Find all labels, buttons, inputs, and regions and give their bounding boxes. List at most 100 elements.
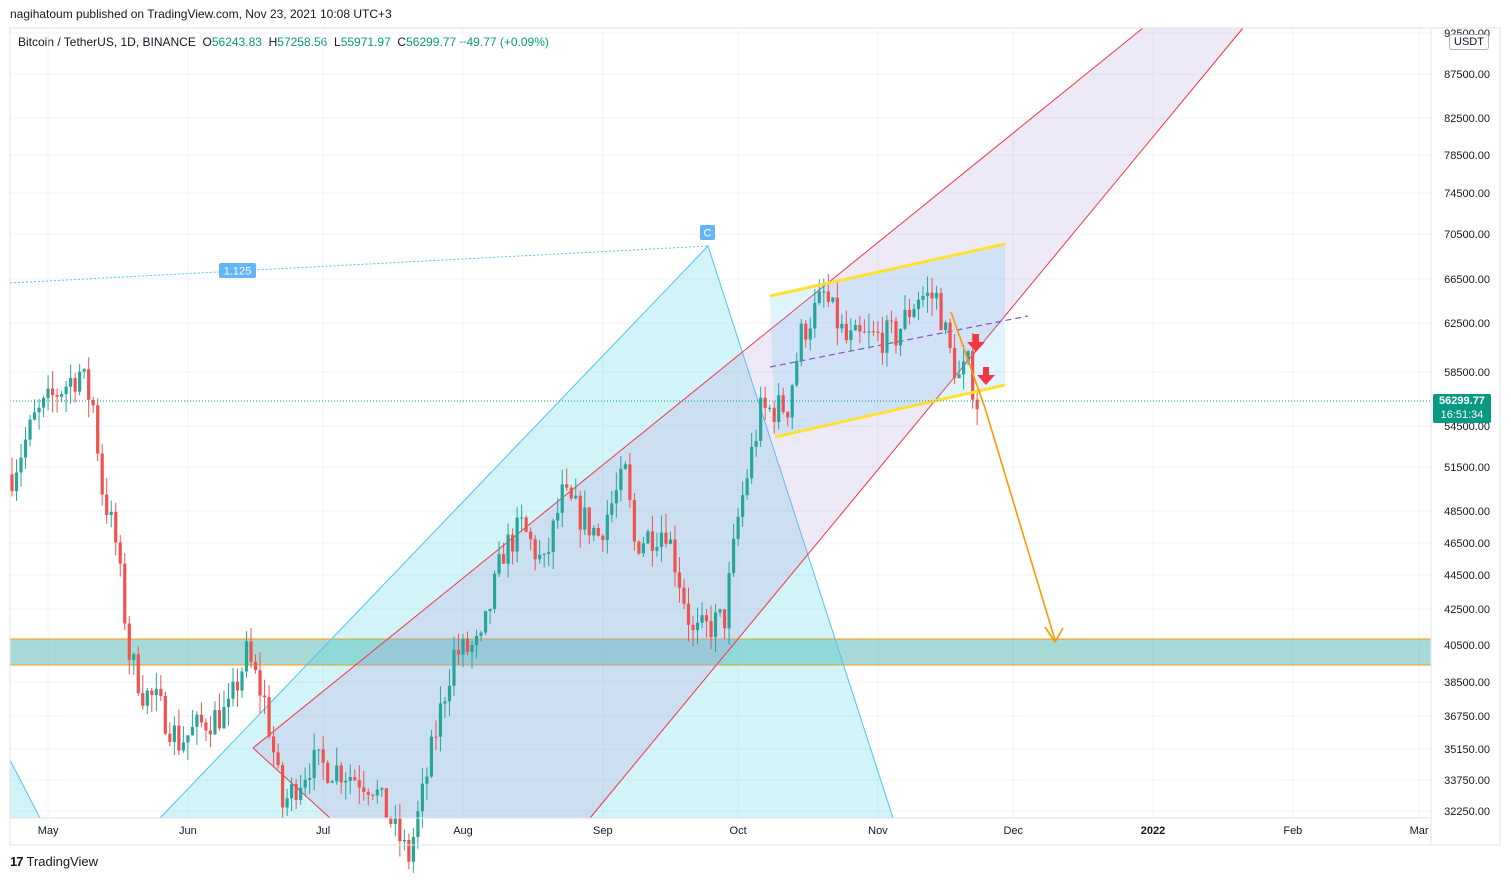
candle-body	[817, 291, 821, 303]
candle-body	[294, 784, 298, 800]
candle-body	[560, 484, 564, 513]
candle-body	[542, 553, 546, 555]
candle-body	[934, 292, 939, 299]
price-tick-label: 74500.00	[1444, 188, 1490, 200]
candle-body	[722, 609, 727, 629]
open-value: 56243.83	[211, 35, 262, 49]
change-value: +49.77 (+0.09%)	[459, 35, 549, 49]
fib-label: 1.125	[219, 263, 256, 278]
candle-body	[583, 507, 587, 530]
left-triangle-edge	[9, 759, 41, 819]
candle-body	[547, 552, 551, 554]
candle-body	[790, 385, 794, 418]
candle-body	[141, 693, 145, 706]
candle-body	[533, 539, 537, 560]
candle-body	[330, 781, 334, 783]
price-tick-label: 44500.00	[1444, 570, 1490, 582]
candle-body	[213, 710, 217, 735]
candle-body	[844, 323, 848, 341]
candle-body	[682, 587, 686, 604]
open-label: O	[202, 35, 212, 49]
time-tick-label: Aug	[453, 825, 473, 837]
candle-body	[754, 440, 758, 447]
candle-body	[204, 722, 208, 731]
price-tick-label: 87500.00	[1444, 69, 1490, 81]
candle-body	[835, 297, 839, 329]
candle-body	[389, 817, 393, 824]
candle-body	[799, 323, 803, 361]
price-tick-label: 54500.00	[1444, 421, 1490, 433]
candle-body	[23, 439, 28, 458]
candle-body	[244, 641, 249, 672]
candle-body	[650, 531, 655, 551]
candle-body	[479, 632, 483, 636]
candle-body	[903, 309, 907, 329]
price-tick-label: 70500.00	[1444, 229, 1490, 241]
footer[interactable]: 17 TradingView	[10, 854, 98, 869]
candle-body	[930, 292, 934, 299]
candle-body	[727, 573, 731, 629]
candle-body	[569, 487, 573, 499]
candle-body	[402, 839, 406, 842]
candle-body	[195, 714, 199, 727]
candle-body	[425, 776, 429, 784]
candle-body	[592, 527, 596, 536]
candle-body	[10, 474, 14, 492]
candle-body	[795, 360, 799, 386]
projection-line-2	[984, 407, 1056, 641]
time-axis[interactable]: May Jun Jul Aug Sep Oct Nov Dec 2022 Feb Mar	[38, 825, 1429, 837]
candle-body	[483, 611, 488, 633]
candle-body	[646, 531, 650, 544]
candle-body	[876, 331, 880, 333]
candle-body	[759, 397, 763, 441]
candle-body	[362, 787, 366, 792]
candle-body	[628, 464, 632, 501]
price-tick-label: 38500.00	[1444, 677, 1490, 689]
candle-body	[199, 714, 204, 723]
candle-body	[132, 654, 136, 660]
candle-body	[975, 399, 979, 410]
symbol-legend: Bitcoin / TetherUS, 1D, BINANCE O56243.8…	[18, 35, 549, 49]
fib-label-text: 1.125	[224, 266, 252, 278]
low-value: 55971.97	[340, 35, 391, 49]
candle-body	[285, 798, 289, 808]
high-value: 57258.56	[277, 35, 328, 49]
candle-body	[186, 735, 190, 743]
price-tick-label: 35150.00	[1444, 744, 1490, 756]
price-axis[interactable]: 92500.0087500.0082500.0078500.0074500.00…	[1444, 28, 1490, 818]
candle-body	[14, 472, 19, 492]
candle-body	[118, 542, 122, 564]
candle-body	[249, 641, 253, 662]
candle-body	[271, 736, 276, 753]
candle-body	[907, 309, 912, 318]
candle-body	[91, 399, 95, 406]
candle-body	[966, 351, 970, 362]
candle-body	[871, 331, 876, 333]
wave-c-label-text: C	[704, 228, 712, 240]
time-tick-label: Nov	[868, 825, 888, 837]
candle-body	[695, 622, 700, 631]
candle-body	[366, 791, 370, 795]
candle-body	[50, 388, 55, 395]
rising-channel	[253, 28, 1243, 818]
candle-body	[276, 752, 280, 766]
low-label: L	[334, 35, 341, 49]
price-tick-label: 32250.00	[1444, 806, 1490, 818]
candle-body	[912, 309, 916, 318]
candle-body	[474, 635, 479, 646]
currency-unit[interactable]: USDT	[1449, 34, 1489, 50]
candle-body	[623, 464, 627, 469]
candle-body	[19, 457, 23, 473]
price-tick-label: 40500.00	[1444, 640, 1490, 652]
time-tick-label: Sep	[593, 825, 613, 837]
candle-body	[655, 547, 659, 551]
candle-body	[443, 701, 447, 704]
price-tick-label: 33750.00	[1444, 775, 1490, 787]
candle-body	[619, 468, 623, 491]
candle-body	[168, 733, 172, 743]
candle-body	[416, 811, 420, 837]
candle-body	[226, 698, 231, 708]
candle-body	[641, 543, 645, 554]
price-tick-label: 46500.00	[1444, 538, 1490, 550]
